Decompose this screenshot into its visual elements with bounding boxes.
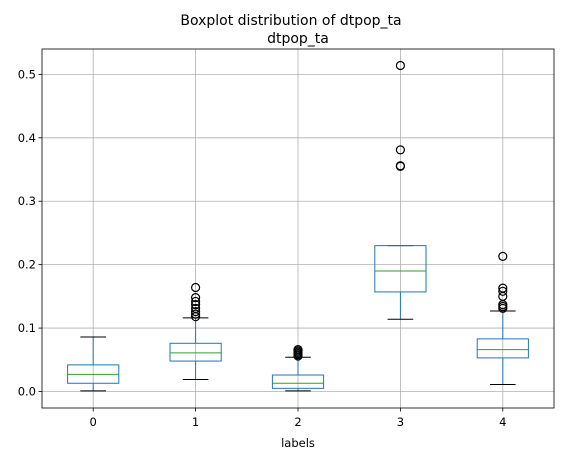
outlier-point: [498, 251, 508, 262]
outlier-point: [191, 282, 201, 293]
outlier-point: [191, 300, 201, 310]
iqr-box: [271, 374, 325, 389]
box-4: [476, 251, 529, 386]
outlier-point: [395, 161, 405, 171]
outlier-point: [191, 303, 201, 314]
outlier-point: [191, 293, 201, 303]
x-tick-label: 1: [192, 415, 199, 429]
boxes: [67, 60, 529, 392]
plot-frame: [41, 48, 555, 409]
y-tick-label: 0.1: [18, 321, 36, 335]
y-tick-label: 0.2: [18, 258, 36, 272]
outlier-point: [395, 60, 405, 71]
grid: [42, 49, 554, 408]
y-tick-label: 0.3: [18, 194, 36, 208]
x-tick-label: 4: [499, 415, 506, 429]
y-tick-label: 0.0: [18, 385, 36, 399]
x-axis-ticks: 0 1 2 3 4: [90, 408, 506, 429]
y-axis-ticks: 0.0 0.1 0.2 0.3 0.4 0.5: [18, 67, 42, 399]
chart-title: dtpop_ta: [267, 31, 329, 47]
outlier-point: [395, 145, 405, 155]
outlier-point: [498, 283, 508, 293]
box-2: [271, 345, 325, 392]
box-0: [67, 336, 120, 392]
outlier-point: [293, 345, 303, 355]
x-tick-label: 0: [90, 415, 97, 429]
y-tick-label: 0.4: [18, 131, 36, 145]
iqr-box: [476, 338, 529, 359]
outlier-point: [191, 306, 201, 317]
x-tick-label: 2: [294, 415, 301, 429]
iqr-box: [169, 342, 222, 362]
box-3: [374, 60, 427, 320]
outlier-point: [191, 296, 201, 307]
x-tick-label: 3: [397, 415, 404, 429]
y-tick-label: 0.5: [18, 67, 36, 81]
x-axis-label: labels: [281, 436, 315, 450]
iqr-box: [374, 245, 427, 293]
outlier-point: [498, 286, 508, 296]
box-1: [169, 282, 222, 380]
figure-suptitle: Boxplot distribution of dtpop_ta: [180, 13, 401, 29]
outlier-point: [191, 309, 201, 319]
